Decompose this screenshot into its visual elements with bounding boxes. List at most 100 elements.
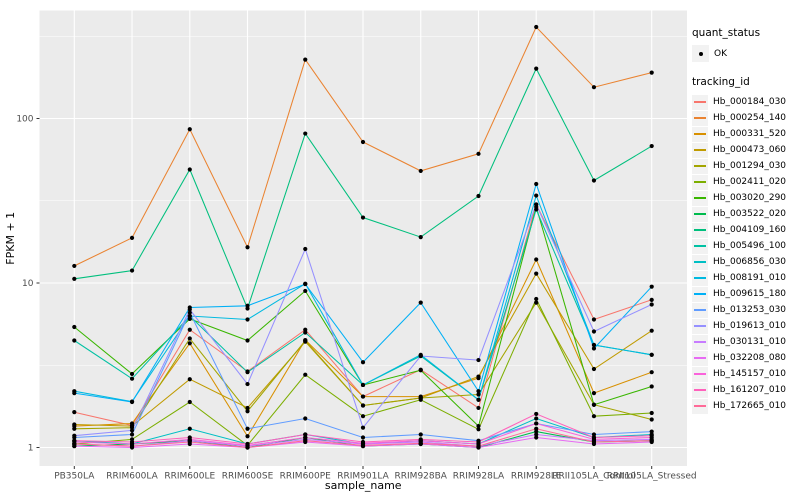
legend-key-swatch [692, 270, 708, 286]
legend-key-swatch [692, 398, 708, 414]
legend-item-label: Hb_005496_100 [713, 241, 787, 251]
legend-item-label: Hb_013253_030 [713, 305, 787, 315]
data-point-Hb_003020_290 [303, 288, 308, 294]
data-point-Hb_003020_290 [418, 368, 423, 373]
legend-item-Hb_002411_020: Hb_002411_020 [692, 174, 798, 190]
legend-key-line-icon [694, 341, 706, 343]
quant-status-legend-item: OK [692, 45, 798, 62]
data-point-Hb_000254_140 [591, 85, 597, 90]
legend-item-Hb_006856_030: Hb_006856_030 [692, 254, 798, 270]
data-point-Hb_019613_010 [418, 353, 423, 359]
x-axis-title: sample_name [325, 479, 402, 492]
data-point-Hb_004109_160 [591, 178, 597, 183]
legend-key-swatch [692, 222, 708, 238]
quant-status-key-box [692, 45, 709, 62]
data-point-Hb_003020_290 [72, 324, 77, 330]
x-axis-tick-label: RRIM928LE [511, 472, 562, 482]
legend-key-line-icon [694, 245, 706, 247]
x-axis-tick-label: RRIM600LE [164, 472, 215, 482]
legend-item-label: Hb_009615_180 [713, 289, 787, 299]
data-point-Hb_000254_140 [418, 168, 423, 174]
data-point-Hb_000473_060 [72, 422, 77, 427]
legend-item-Hb_003020_290: Hb_003020_290 [692, 190, 798, 206]
legend-key-line-icon [694, 197, 706, 199]
data-point-Hb_002411_020 [418, 397, 423, 402]
data-point-Hb_003020_290 [476, 423, 481, 429]
data-point-Hb_001294_030 [303, 338, 308, 343]
legend-item-Hb_008191_010: Hb_008191_010 [692, 270, 798, 286]
data-point-Hb_013253_030 [245, 426, 250, 431]
data-point-Hb_002411_020 [534, 296, 539, 302]
data-point-Hb_001294_030 [476, 392, 481, 397]
legend-key-swatch [692, 238, 708, 254]
legend-key-swatch [692, 158, 708, 174]
data-point-Hb_013253_030 [649, 429, 654, 434]
legend-key-swatch [692, 110, 708, 126]
legend-key-line-icon [694, 165, 706, 167]
x-axis-tick-label: RRIM928LA [453, 472, 505, 482]
tracking-id-legend-entries: Hb_000184_030 Hb_000254_140 Hb_000331_520 H… [692, 94, 798, 414]
data-point-Hb_002411_020 [649, 410, 654, 416]
legend-item-Hb_161207_010: Hb_161207_010 [692, 382, 798, 398]
data-point-Hb_000331_520 [187, 341, 192, 346]
tracking-id-legend-title: tracking_id [692, 76, 750, 88]
data-point-Hb_019613_010 [649, 302, 654, 307]
legend-item-label: Hb_001294_030 [713, 161, 787, 171]
data-point-Hb_000331_520 [649, 370, 654, 375]
legend-key-swatch [692, 302, 708, 318]
data-point-Hb_008191_010 [245, 317, 250, 322]
data-point-Hb_172665_010 [534, 426, 539, 431]
legend-key-swatch [692, 206, 708, 222]
data-point-Hb_004109_160 [187, 167, 192, 172]
data-point-Hb_172665_010 [360, 443, 366, 448]
data-point-Hb_009615_180 [245, 303, 250, 308]
data-point-Hb_172665_010 [303, 438, 308, 443]
data-point-Hb_000473_060 [591, 366, 597, 372]
data-point-Hb_019613_010 [72, 433, 77, 438]
data-point-Hb_172665_010 [418, 441, 423, 446]
data-point-Hb_002411_020 [303, 372, 308, 377]
legend-key-line-icon [694, 293, 706, 295]
data-point-Hb_161207_010 [187, 435, 192, 440]
legend-item-label: Hb_000331_520 [713, 129, 787, 139]
legend-key-swatch [692, 142, 708, 158]
data-point-Hb_172665_010 [129, 443, 135, 449]
legend-key-line-icon [694, 149, 706, 151]
data-point-Hb_004109_160 [303, 131, 308, 136]
data-point-Hb_008191_010 [360, 382, 366, 388]
legend-item-Hb_000184_030: Hb_000184_030 [692, 94, 798, 110]
legend-key-swatch [692, 254, 708, 270]
data-point-Hb_172665_010 [591, 439, 597, 445]
legend-panel: quant_status OK tracking_id Hb_000184_03… [692, 27, 798, 414]
legend-item-label: Hb_161207_010 [713, 385, 787, 395]
data-point-Hb_000473_060 [245, 405, 250, 411]
legend-key-swatch [692, 366, 708, 382]
data-point-Hb_019613_010 [129, 428, 135, 433]
legend-key-line-icon [694, 117, 706, 119]
legend-key-line-icon [694, 405, 706, 407]
data-point-Hb_013253_030 [418, 432, 423, 437]
legend-key-swatch [692, 126, 708, 142]
legend-item-label: Hb_145157_010 [713, 369, 787, 379]
data-point-Hb_000184_030 [591, 317, 597, 322]
data-point-Hb_009615_180 [649, 284, 654, 289]
data-point-Hb_009615_180 [303, 281, 308, 287]
data-point-Hb_008191_010 [476, 397, 481, 402]
legend-key-swatch [692, 94, 708, 110]
data-point-Hb_019613_010 [476, 357, 481, 363]
data-point-Hb_001294_030 [649, 417, 654, 422]
legend-item-Hb_000254_140: Hb_000254_140 [692, 110, 798, 126]
legend-item-Hb_003522_020: Hb_003522_020 [692, 206, 798, 222]
data-point-Hb_005496_100 [245, 370, 250, 375]
data-point-Hb_008191_010 [187, 313, 192, 319]
data-point-Hb_003020_290 [591, 402, 597, 407]
legend-key-line-icon [694, 229, 706, 231]
data-point-Hb_003020_290 [649, 384, 654, 389]
legend-item-label: Hb_172665_010 [713, 401, 787, 411]
data-point-Hb_008191_010 [649, 352, 654, 357]
data-point-Hb_172665_010 [245, 445, 250, 450]
y-axis-tick-label: 10 [22, 279, 34, 289]
legend-key-line-icon [694, 389, 706, 391]
legend-item-label: Hb_000254_140 [713, 113, 787, 123]
